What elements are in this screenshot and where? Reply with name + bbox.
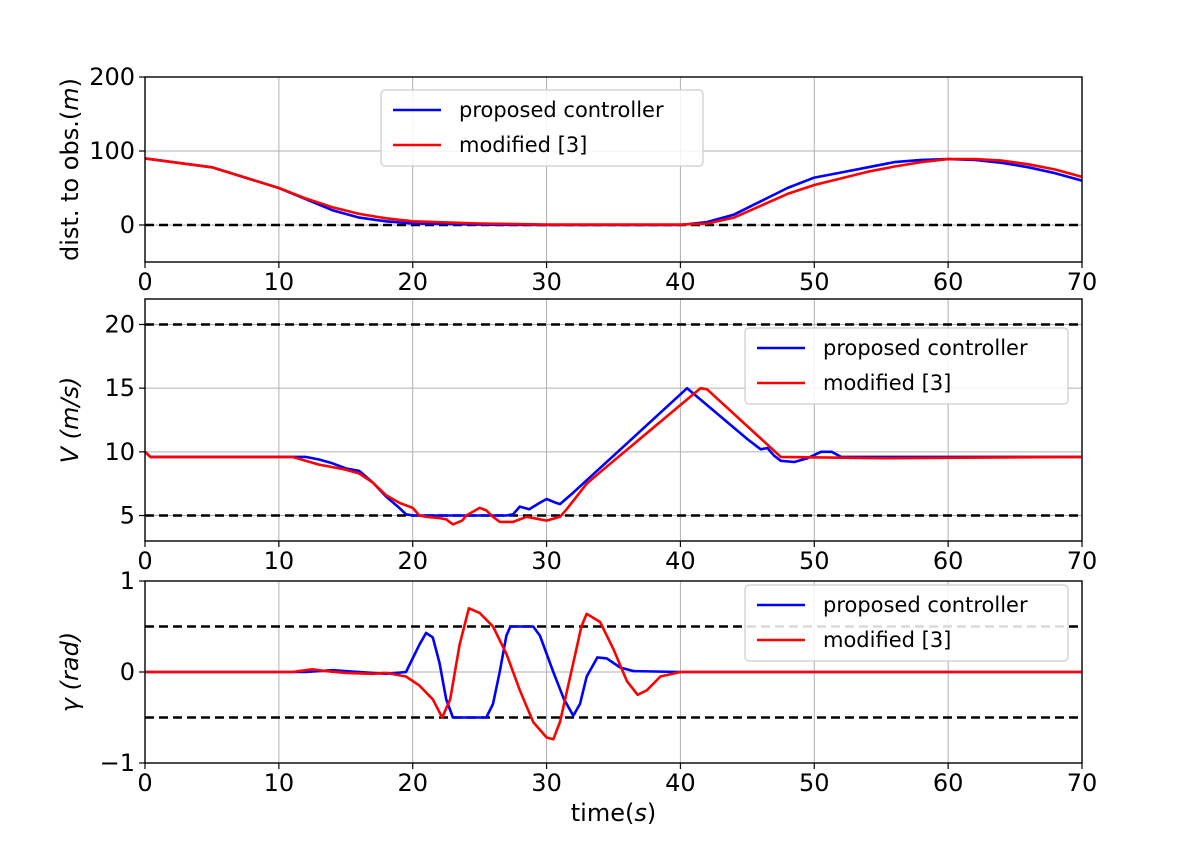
x-tick-label: 50: [799, 547, 830, 575]
legend-frame: [744, 584, 1069, 662]
y-axis-label: dist. to obs.(m): [56, 78, 84, 261]
series-line-proposed-controller: [145, 625, 1082, 719]
x-tick-label: 60: [933, 769, 964, 797]
y-tick-label: 200: [89, 63, 135, 91]
y-axis-label: γ (rad): [56, 632, 84, 712]
x-tick-label: 70: [1067, 769, 1098, 797]
x-tick-label: 40: [665, 769, 696, 797]
y-tick-label: 0: [120, 658, 135, 686]
x-tick-label: 10: [264, 547, 295, 575]
legend: proposed controller modified [3]: [744, 584, 1069, 662]
x-tick-label: 50: [799, 769, 830, 797]
legend-frame: [744, 327, 1069, 405]
x-tick-label: 70: [1067, 268, 1098, 296]
legend-label: modified [3]: [823, 628, 951, 652]
y-tick-label: 10: [104, 438, 135, 466]
y-tick-label: 20: [104, 310, 135, 338]
x-tick-label: 60: [933, 547, 964, 575]
series-line-modified-3: [145, 386, 1082, 526]
x-tick-label: 0: [137, 547, 152, 575]
x-tick-label: 60: [933, 268, 964, 296]
y-tick-label: 5: [120, 502, 135, 530]
legend-label: modified [3]: [459, 133, 587, 157]
series-line-modified-3: [145, 157, 1082, 226]
legend-frame: [380, 89, 704, 167]
x-tick-label: 20: [397, 268, 428, 296]
y-tick-label: 15: [104, 374, 135, 402]
x-tick-label: 70: [1067, 547, 1098, 575]
series-line-modified-3: [145, 607, 1082, 741]
x-tick-label: 10: [264, 769, 295, 797]
x-tick-label: 30: [531, 769, 562, 797]
axes-frame: [144, 298, 1083, 542]
x-tick-label: 30: [531, 268, 562, 296]
y-axis-label: V (m/s): [56, 377, 84, 464]
x-tick-label: 30: [531, 547, 562, 575]
legend: proposed controller modified [3]: [380, 89, 704, 167]
x-tick-label: 0: [137, 268, 152, 296]
y-tick-label: −1: [100, 749, 135, 777]
x-tick-label: 40: [665, 547, 696, 575]
legend: proposed controller modified [3]: [744, 327, 1069, 405]
axes-frame: [144, 76, 1083, 263]
x-tick-label: 0: [137, 769, 152, 797]
legend-label: proposed controller: [459, 98, 664, 122]
subplot-2: 0 10 20 30 40 50 60 70 5 10 15 20 V (m/s) proposed co…: [56, 298, 1098, 575]
x-tick-label: 10: [264, 268, 295, 296]
y-tick-label: 100: [89, 137, 135, 165]
legend-label: proposed controller: [823, 593, 1028, 617]
legend-label: proposed controller: [823, 336, 1028, 360]
y-tick-label: 0: [120, 211, 135, 239]
x-tick-label: 20: [397, 769, 428, 797]
x-axis-label: time(s): [571, 799, 656, 827]
y-tick-label: 1: [120, 567, 135, 595]
x-tick-label: 40: [665, 268, 696, 296]
legend-label: modified [3]: [823, 371, 951, 395]
x-tick-label: 50: [799, 268, 830, 296]
series-line-proposed-controller: [145, 386, 1082, 517]
x-tick-label: 20: [397, 547, 428, 575]
